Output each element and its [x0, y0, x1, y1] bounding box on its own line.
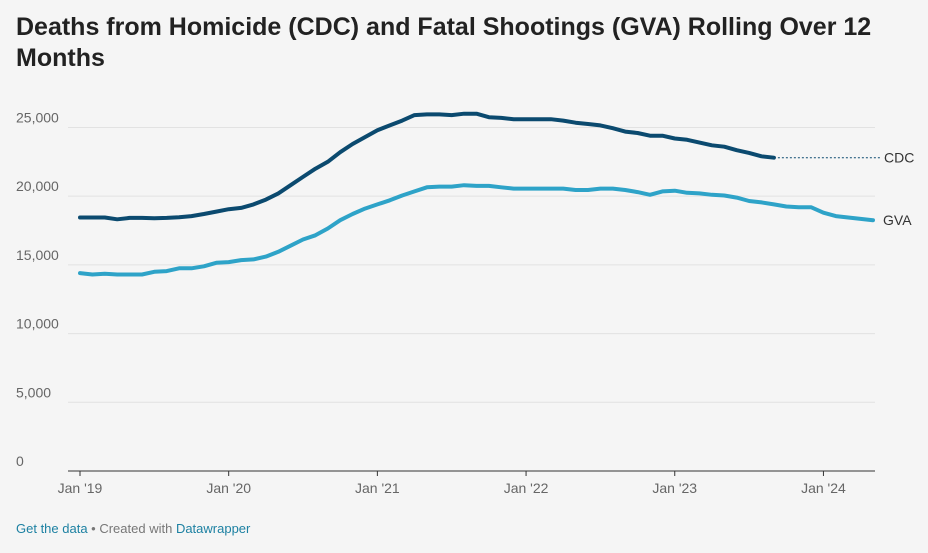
y-tick-label: 5,000	[16, 384, 51, 400]
x-tick-label: Jan '23	[652, 480, 697, 496]
x-tick-label: Jan '24	[801, 480, 846, 496]
grid-lines	[68, 126, 875, 403]
series-label-cdc: CDC	[884, 150, 914, 166]
line-chart: 0 5,000 10,000 15,000 20,000 25,000 Jan '19 Jan…	[16, 109, 914, 496]
footer: Get the data • Created with Datawrapper	[16, 521, 250, 536]
y-tick-label: 10,000	[16, 316, 59, 332]
get-data-link[interactable]: Get the data	[16, 521, 88, 536]
series-line-cdc	[78, 111, 776, 222]
y-tick-label: 25,000	[16, 109, 59, 125]
x-tick-label: Jan '22	[504, 480, 549, 496]
y-tick-label: 15,000	[16, 247, 59, 263]
series-lines	[78, 111, 875, 277]
x-tick-label: Jan '19	[58, 480, 103, 496]
datawrapper-link[interactable]: Datawrapper	[175, 521, 251, 536]
series-line-gva	[78, 183, 875, 277]
x-tick-label: Jan '21	[355, 480, 400, 496]
x-tick-label: Jan '20	[206, 480, 251, 496]
y-tick-label: 20,000	[16, 178, 59, 194]
series-label-gva: GVA	[883, 212, 912, 228]
y-tick-label: 0	[16, 453, 24, 469]
chart-title: Deaths from Homicide (CDC) and Fatal Sho…	[16, 13, 872, 72]
series-labels: CDC GVA	[773, 150, 914, 228]
axes: 0 5,000 10,000 15,000 20,000 25,000 Jan '19 Jan…	[16, 109, 875, 496]
footer-separator: • Created with	[87, 521, 176, 536]
